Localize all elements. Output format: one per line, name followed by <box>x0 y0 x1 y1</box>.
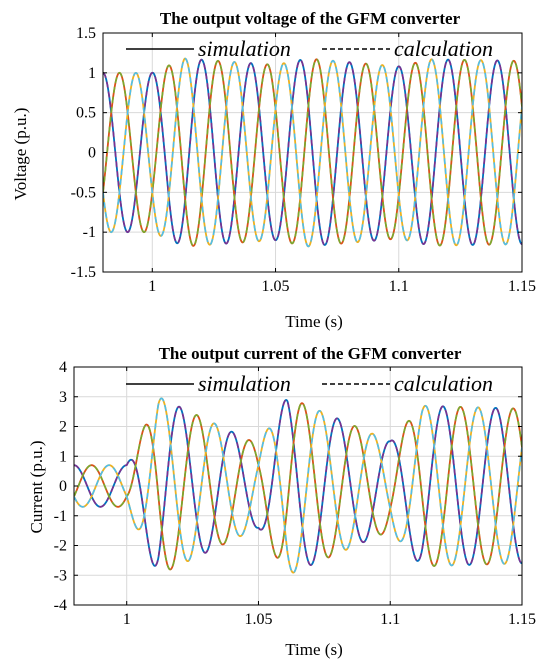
current-y-tick-label: -4 <box>54 597 67 614</box>
voltage-y-tick-label: 0 <box>88 145 96 162</box>
voltage-calculation-line-phase-b <box>103 58 522 247</box>
voltage-x-tick-label: 1.15 <box>508 278 536 295</box>
current-y-tick-label: 1 <box>59 448 67 465</box>
current-axes-box <box>73 366 523 606</box>
current-plot-lines <box>74 397 522 574</box>
current-y-tick-label: 0 <box>59 478 67 495</box>
current-x-tick-label: 1.1 <box>380 611 400 628</box>
voltage-y-tick-label: 0.5 <box>76 105 96 122</box>
current-legend: simulation calculation <box>126 371 493 396</box>
current-y-tick-label: 2 <box>59 419 67 436</box>
voltage-y-tick-label: 1 <box>88 65 96 82</box>
voltage-y-tick-label: -0.5 <box>71 184 96 201</box>
current-y-tick-label: -2 <box>54 538 67 555</box>
current-x-tick-label: 1.15 <box>508 611 536 628</box>
current-chart-title: The output current of the GFM converter <box>159 344 462 363</box>
legend-calculation-label: calculation <box>394 36 493 61</box>
voltage-axes-box <box>102 32 523 273</box>
voltage-chart-title: The output voltage of the GFM converter <box>160 9 461 28</box>
legend-calculation-label: calculation <box>394 371 493 396</box>
current-panel: The output current of the GFM converter … <box>27 344 536 659</box>
current-calculation-line-phase-a <box>74 399 522 567</box>
voltage-axis-ticks: 1 1.05 1.1 1.15 1.5 1 0.5 0 -0.5 -1 -1.5 <box>71 25 536 295</box>
voltage-y-axis-label: Voltage (p.u.) <box>11 108 30 201</box>
current-y-axis-label: Current (p.u.) <box>27 440 46 533</box>
voltage-x-tick-label: 1.1 <box>389 278 409 295</box>
current-calculation-line-phase-b <box>74 402 522 571</box>
voltage-calculation-line-phase-a <box>103 58 522 246</box>
voltage-calculation-line-phase-c <box>103 57 522 248</box>
voltage-legend: simulation calculation <box>126 36 493 61</box>
voltage-plot-lines <box>103 57 522 248</box>
voltage-y-tick-label: -1 <box>83 224 96 241</box>
current-calculation-line-phase-c <box>74 397 522 574</box>
current-y-tick-label: -1 <box>54 508 67 525</box>
voltage-y-tick-label: -1.5 <box>71 264 96 281</box>
current-x-axis-label: Time (s) <box>285 640 342 659</box>
current-y-tick-label: 4 <box>59 359 67 376</box>
voltage-x-tick-label: 1.05 <box>262 278 290 295</box>
legend-simulation-label: simulation <box>198 371 291 396</box>
current-x-tick-label: 1.05 <box>244 611 272 628</box>
voltage-x-tick-label: 1 <box>148 278 156 295</box>
current-x-tick-label: 1 <box>123 611 131 628</box>
legend-simulation-label: simulation <box>198 36 291 61</box>
voltage-y-tick-label: 1.5 <box>76 25 96 42</box>
voltage-x-axis-label: Time (s) <box>285 312 342 331</box>
voltage-panel: The output voltage of the GFM converter … <box>11 9 536 331</box>
current-axis-ticks: 1 1.05 1.1 1.15 4 3 2 1 0 -1 -2 -3 -4 <box>54 359 536 628</box>
current-y-tick-label: 3 <box>59 389 67 406</box>
current-y-tick-label: -3 <box>54 567 67 584</box>
